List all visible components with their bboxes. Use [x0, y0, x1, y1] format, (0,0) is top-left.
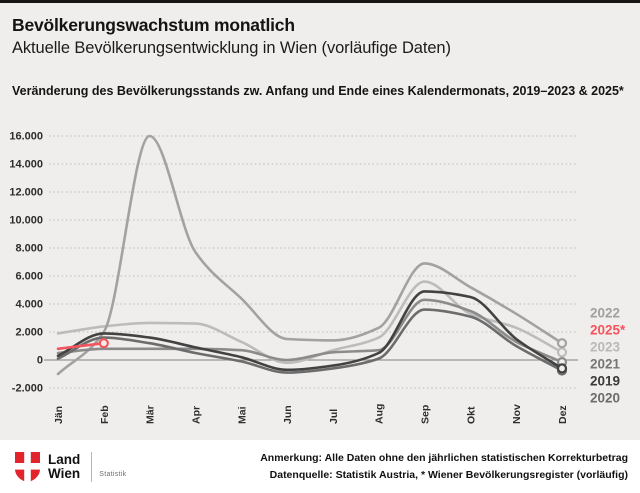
- series-line-2021: [56, 298, 564, 364]
- y-tick-label: 12.000: [9, 187, 43, 199]
- x-tick-label: Mär: [145, 405, 157, 424]
- brand-name: Land Wien: [48, 451, 81, 481]
- land-wien-logo: Land Wien Statistik: [14, 450, 127, 483]
- source-notes: Anmerkung: Alle Daten ohne den jährliche…: [260, 450, 628, 484]
- page-title: Bevölkerungswachstum monatlich: [12, 15, 295, 35]
- legend-label-2022: 2022: [590, 306, 620, 321]
- legend-label-2021: 2021: [590, 357, 621, 372]
- wien-crest-icon: [14, 450, 41, 483]
- y-tick-label: 2.000: [15, 327, 43, 339]
- top-border-bar: [0, 0, 640, 3]
- x-tick-label: Dez: [557, 405, 569, 424]
- brand-divider: [91, 451, 93, 482]
- y-tick-label: 6.000: [15, 271, 43, 283]
- series-line-2022: [56, 134, 564, 376]
- brand-line2: Wien: [48, 465, 81, 481]
- chart-heading: Veränderung des Bevölkerungsstands zw. A…: [12, 84, 624, 98]
- brand-line1: Land: [48, 451, 81, 467]
- x-tick-label: Jul: [328, 409, 340, 424]
- note-anmerkung: Anmerkung: Alle Daten ohne den jährliche…: [260, 451, 628, 464]
- y-tick-label: 10.000: [9, 215, 43, 227]
- page-subtitle: Aktuelle Bevölkerungsentwicklung in Wien…: [12, 39, 451, 57]
- legend-label-2023: 2023: [590, 340, 621, 355]
- x-tick-label: Jän: [53, 406, 65, 424]
- series-end-marker-2019: [556, 363, 568, 374]
- note-datenquelle: Datenquelle: Statistik Austria, * Wiener…: [269, 468, 628, 481]
- x-tick-label: Apr: [190, 406, 202, 424]
- x-tick-label: Mai: [236, 406, 248, 424]
- x-tick-label: Aug: [374, 404, 386, 424]
- series-line-2025: [56, 341, 106, 351]
- series-line-2020: [56, 308, 564, 374]
- series-end-marker-2023: [556, 347, 568, 358]
- legend-label-2020: 2020: [590, 391, 620, 406]
- footer: Land Wien Statistik Anmerkung: Alle Date…: [0, 440, 640, 493]
- legend-label-2019: 2019: [590, 374, 620, 389]
- x-tick-label: Sep: [420, 405, 432, 424]
- series-line-2023: [56, 280, 564, 365]
- x-tick-label: Okt: [465, 406, 477, 424]
- series-end-marker-2022: [556, 338, 568, 349]
- x-tick-label: Feb: [99, 405, 111, 424]
- y-tick-label: 8.000: [15, 243, 43, 255]
- x-tick-label: Jun: [282, 405, 294, 424]
- brand-sublabel: Statistik: [99, 470, 127, 478]
- y-tick-label: 4.000: [15, 299, 43, 311]
- x-tick-label: Nov: [511, 404, 523, 424]
- series-end-marker-2025: [98, 338, 109, 349]
- legend-label-2025: 2025*: [590, 323, 626, 338]
- series-line-2019: [56, 290, 564, 372]
- y-tick-label: -2.000: [12, 383, 43, 395]
- y-tick-label: 14.000: [9, 159, 43, 171]
- y-tick-label: 16.000: [9, 131, 43, 143]
- y-tick-label: 0: [37, 355, 43, 367]
